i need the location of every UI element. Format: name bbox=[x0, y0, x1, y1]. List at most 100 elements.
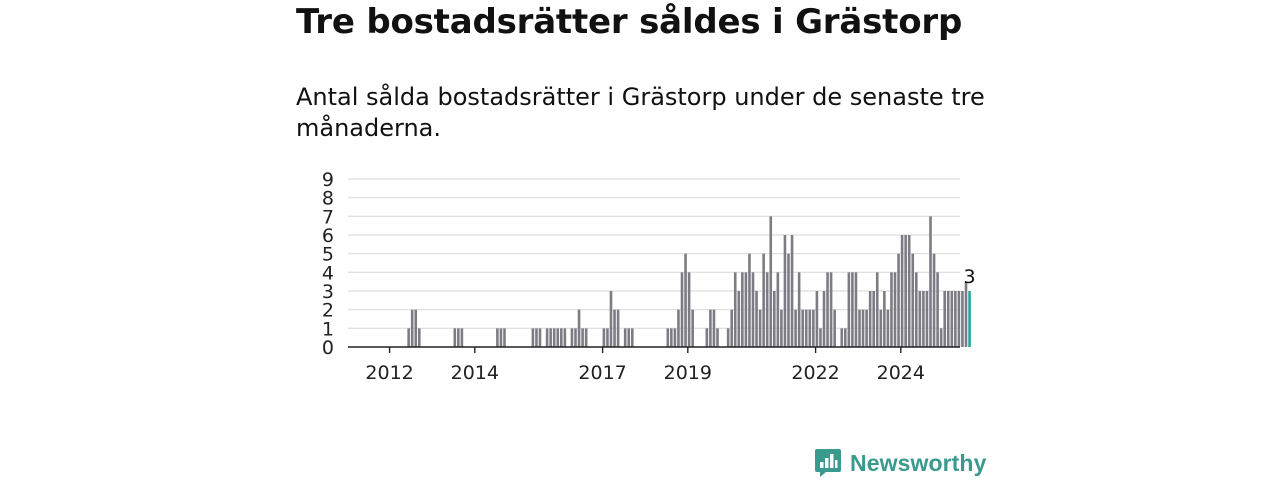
bar bbox=[946, 291, 950, 347]
bar bbox=[581, 328, 584, 347]
bar bbox=[897, 253, 900, 347]
bar bbox=[730, 309, 733, 347]
bar bbox=[503, 328, 506, 347]
y-tick-label: 8 bbox=[322, 188, 334, 210]
x-tick-label: 2019 bbox=[664, 362, 712, 384]
bar bbox=[826, 272, 829, 347]
bar bbox=[751, 272, 755, 347]
bar bbox=[954, 291, 957, 347]
bar bbox=[900, 235, 904, 347]
x-tick-label: 2017 bbox=[578, 362, 626, 384]
bar bbox=[925, 291, 929, 347]
bar bbox=[755, 291, 758, 347]
bar bbox=[499, 328, 503, 347]
bar bbox=[765, 272, 769, 347]
last-value-label: 3 bbox=[964, 266, 976, 288]
y-tick-label: 9 bbox=[322, 169, 334, 191]
bar bbox=[563, 328, 567, 347]
bar bbox=[890, 272, 893, 347]
bar bbox=[538, 328, 542, 347]
bar bbox=[733, 272, 737, 347]
bar bbox=[418, 328, 421, 347]
bar bbox=[918, 291, 922, 347]
bars bbox=[407, 216, 971, 347]
bar bbox=[623, 328, 627, 347]
bar bbox=[716, 328, 719, 347]
bar bbox=[875, 272, 879, 347]
bar bbox=[939, 328, 943, 347]
bar bbox=[748, 253, 751, 347]
bar bbox=[410, 309, 414, 347]
chart-subtitle: Antal sålda bostadsrätter i Grästorp und… bbox=[296, 83, 985, 142]
bar bbox=[868, 291, 872, 347]
bar bbox=[804, 309, 808, 347]
bar bbox=[893, 272, 897, 347]
bar bbox=[531, 328, 535, 347]
y-tick-label: 1 bbox=[322, 318, 334, 340]
bar bbox=[769, 216, 773, 347]
bar bbox=[819, 328, 822, 347]
bar bbox=[496, 328, 499, 347]
newsworthy-logo-icon bbox=[815, 449, 841, 477]
x-tick-label: 2012 bbox=[365, 362, 413, 384]
bar bbox=[822, 291, 826, 347]
bar bbox=[737, 291, 741, 347]
chart-title: Tre bostadsrätter såldes i Grästorp bbox=[296, 2, 963, 42]
data-labels: 3 bbox=[964, 266, 976, 288]
bar bbox=[570, 328, 574, 347]
bar bbox=[964, 281, 968, 347]
bar bbox=[950, 291, 954, 347]
bar bbox=[574, 328, 577, 347]
x-tick-label: 2024 bbox=[877, 362, 925, 384]
bar bbox=[801, 309, 804, 347]
y-tick-label: 7 bbox=[322, 206, 334, 228]
bar bbox=[627, 328, 631, 347]
bar bbox=[929, 216, 932, 347]
bar bbox=[833, 309, 836, 347]
bar bbox=[616, 309, 620, 347]
brand-name: Newsworthy bbox=[850, 449, 987, 476]
bar bbox=[684, 253, 687, 347]
bar bbox=[670, 328, 673, 347]
bar bbox=[787, 253, 790, 347]
bar bbox=[726, 328, 730, 347]
bar bbox=[631, 328, 634, 347]
bar bbox=[808, 309, 812, 347]
bar bbox=[709, 309, 712, 347]
bar bbox=[957, 291, 961, 347]
bar bbox=[773, 291, 776, 347]
bar bbox=[844, 328, 847, 347]
bar bbox=[457, 328, 460, 347]
bar bbox=[545, 328, 549, 347]
bar bbox=[812, 309, 815, 347]
bar bbox=[609, 291, 613, 347]
bar bbox=[932, 253, 936, 347]
bar bbox=[783, 235, 787, 347]
bar bbox=[666, 328, 670, 347]
y-tick-label: 4 bbox=[322, 262, 334, 284]
bar bbox=[776, 272, 780, 347]
brand-logo: Newsworthy bbox=[814, 446, 986, 480]
bar bbox=[847, 272, 851, 347]
bar bbox=[907, 235, 911, 347]
bar bbox=[797, 272, 801, 347]
bar bbox=[829, 272, 833, 347]
gridlines bbox=[348, 178, 960, 329]
x-tick-label: 2022 bbox=[791, 362, 839, 384]
bar bbox=[677, 309, 680, 347]
bar bbox=[851, 272, 854, 347]
bar bbox=[815, 291, 819, 347]
x-axis: 2012 2014 2017 2019 2022 2024 bbox=[348, 346, 960, 384]
bar bbox=[915, 272, 918, 347]
bar bbox=[840, 328, 844, 347]
bar bbox=[780, 309, 783, 347]
bar bbox=[602, 328, 606, 347]
bar bbox=[943, 291, 946, 347]
y-tick-label: 2 bbox=[322, 300, 334, 322]
bar bbox=[556, 328, 560, 347]
bar bbox=[886, 309, 890, 347]
bar bbox=[741, 272, 744, 347]
bar bbox=[407, 328, 410, 347]
